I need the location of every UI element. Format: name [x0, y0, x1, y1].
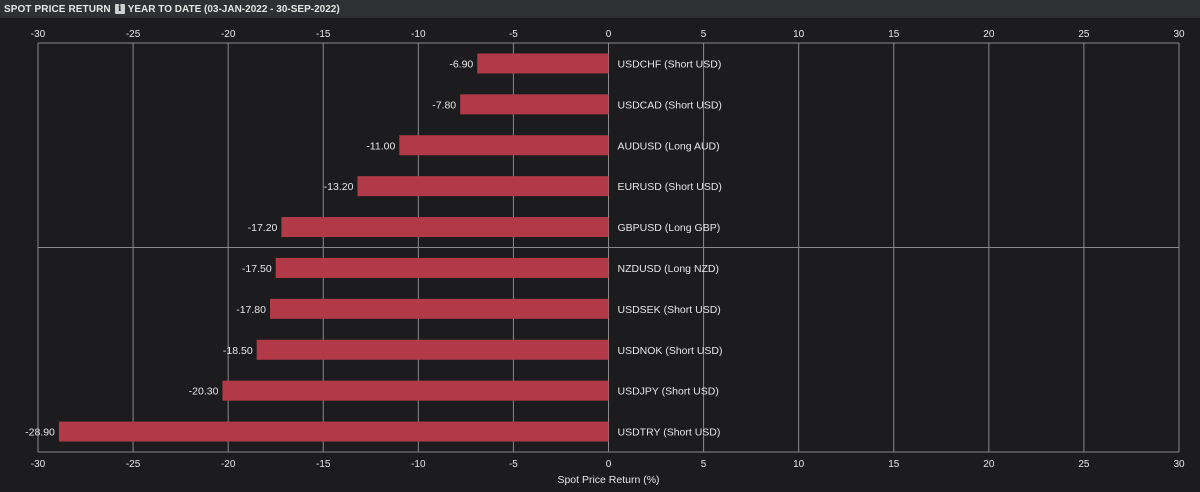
category-label: USDCHF (Short USD): [618, 58, 722, 70]
category-label: USDSEK (Short USD): [618, 304, 721, 316]
category-label: USDNOK (Short USD): [618, 345, 723, 357]
bar[interactable]: [275, 257, 609, 278]
x-tick-label-bottom: 15: [888, 459, 900, 470]
x-tick-label-top: 0: [606, 29, 612, 40]
category-label: USDTRY (Short USD): [618, 427, 721, 439]
bar-value-label: -13.20: [324, 181, 354, 193]
bar-value-label: -17.20: [248, 222, 278, 234]
x-tick-label-bottom: 30: [1173, 459, 1185, 470]
x-tick-label-top: 25: [1078, 29, 1090, 40]
category-label: GBPUSD (Long GBP): [618, 222, 721, 234]
x-tick-label-bottom: -15: [316, 459, 331, 470]
x-tick-label-top: 30: [1173, 29, 1185, 40]
x-tick-label-top: 20: [983, 29, 995, 40]
x-tick-label-bottom: 0: [606, 459, 612, 470]
bar[interactable]: [477, 53, 609, 74]
bar[interactable]: [399, 135, 609, 156]
chart-title: SPOT PRICE RETURN: [4, 3, 111, 15]
x-tick-label-bottom: 5: [701, 459, 707, 470]
bar-value-label: -20.30: [189, 386, 219, 398]
x-tick-label-bottom: 20: [983, 459, 995, 470]
bar[interactable]: [281, 217, 609, 238]
bar-value-label: -18.50: [223, 345, 253, 357]
x-tick-label-top: -25: [126, 29, 141, 40]
x-tick-label-bottom: 25: [1078, 459, 1090, 470]
chart-header: SPOT PRICE RETURN i YEAR TO DATE (03-JAN…: [0, 0, 1200, 18]
x-axis-label: Spot Price Return (%): [557, 474, 659, 486]
bar[interactable]: [460, 94, 609, 115]
bar[interactable]: [270, 298, 609, 319]
x-tick-label-top: -20: [221, 29, 236, 40]
bar[interactable]: [256, 339, 609, 360]
bar[interactable]: [222, 380, 609, 401]
x-tick-label-top: 15: [888, 29, 900, 40]
labels: -30 -30 -25 -25 -20 -20 -15 -15 -10 -10 -5 -5 0 0 5 5 10…: [25, 29, 1185, 470]
info-icon[interactable]: i: [114, 4, 125, 14]
bar-value-label: -11.00: [366, 140, 395, 152]
x-tick-label-top: -15: [316, 29, 331, 40]
x-tick-label-bottom: -30: [31, 459, 46, 470]
category-label: USDCAD (Short USD): [618, 99, 722, 111]
x-tick-label-top: -10: [411, 29, 426, 40]
x-tick-label-top: 10: [793, 29, 805, 40]
bar-value-label: -17.50: [242, 263, 272, 275]
bar-value-label: -7.80: [432, 99, 456, 111]
x-tick-label-top: -30: [31, 29, 46, 40]
category-label: NZDUSD (Long NZD): [618, 263, 720, 275]
bars: [58, 53, 609, 442]
x-tick-label-bottom: 10: [793, 459, 805, 470]
x-tick-label-top: -5: [509, 29, 518, 40]
chart-subtitle: YEAR TO DATE (03-JAN-2022 - 30-SEP-2022): [127, 3, 340, 15]
x-tick-label-bottom: -10: [411, 459, 426, 470]
bar-value-label: -6.90: [449, 58, 473, 70]
bar-value-label: -17.80: [236, 304, 266, 316]
x-tick-label-top: 5: [701, 29, 707, 40]
bar[interactable]: [58, 421, 609, 442]
x-tick-label-bottom: -5: [509, 459, 518, 470]
category-label: AUDUSD (Long AUD): [618, 140, 720, 152]
bar[interactable]: [357, 176, 609, 197]
bar-value-label: -28.90: [25, 427, 55, 439]
category-label: EURUSD (Short USD): [618, 181, 722, 193]
x-tick-label-bottom: -25: [126, 459, 141, 470]
category-label: USDJPY (Short USD): [618, 386, 719, 398]
x-tick-label-bottom: -20: [221, 459, 236, 470]
